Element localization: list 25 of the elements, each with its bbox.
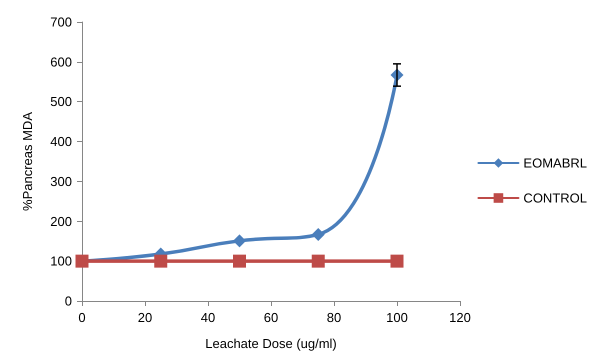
point xyxy=(233,254,246,268)
legend-label: CONTROL xyxy=(523,190,587,206)
y-tick-label: 600 xyxy=(50,54,72,70)
x-axis-title: Leachate Dose (ug/ml) xyxy=(205,336,337,351)
x-tick-label: 20 xyxy=(138,310,152,325)
legend-label: EOMABRL xyxy=(523,156,588,170)
x-tick-label: 40 xyxy=(200,310,216,325)
point xyxy=(154,254,168,268)
point xyxy=(312,228,325,241)
y-tick-label: 200 xyxy=(50,214,72,229)
y-tick-label: 700 xyxy=(50,14,72,30)
point xyxy=(390,254,404,268)
y-tick-label: 0 xyxy=(64,294,72,308)
x-tick-label: 100 xyxy=(386,310,408,325)
x-tick-label: 60 xyxy=(264,310,278,325)
point xyxy=(233,234,246,248)
y-tick-label: 500 xyxy=(50,94,72,110)
point xyxy=(312,254,325,268)
y-tick-label: 400 xyxy=(50,134,72,150)
x-tick-label: 80 xyxy=(326,310,342,325)
y-axis-title: %Pancreas MDA xyxy=(20,112,35,211)
y-tick-label: 300 xyxy=(50,174,72,189)
x-tick-label: 120 xyxy=(449,310,471,325)
y-tick-label: 100 xyxy=(50,254,72,269)
x-tick-label: 0 xyxy=(78,310,86,325)
